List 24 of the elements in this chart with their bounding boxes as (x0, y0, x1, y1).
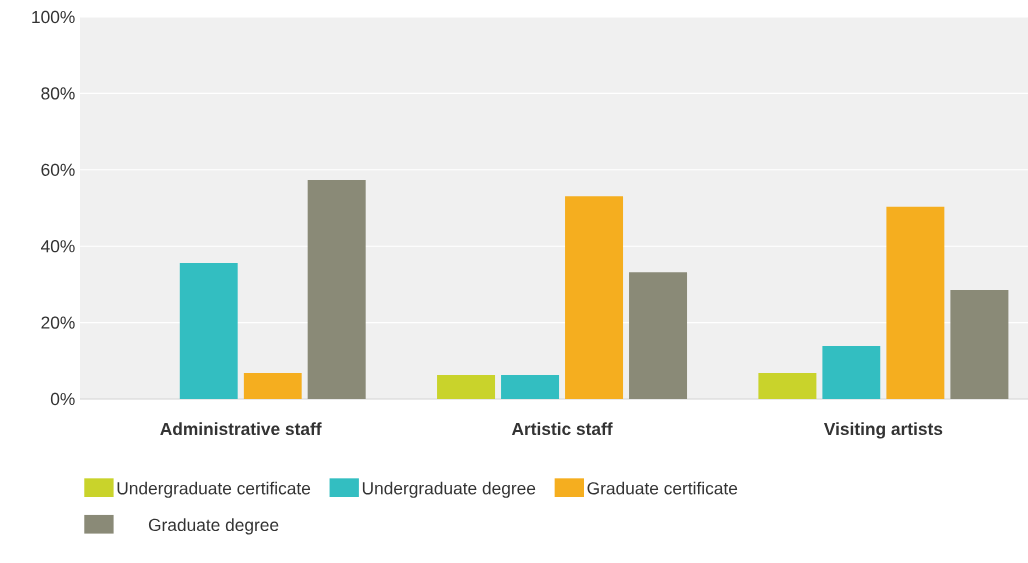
legend-label: Undergraduate degree (362, 481, 536, 499)
y-tick-label: 40% (41, 240, 75, 253)
bar (179, 263, 238, 400)
legend-label: Graduate certificate (587, 481, 738, 495)
x-tick-label: Administrative staff (160, 422, 322, 436)
bar (307, 180, 366, 400)
y-tick-label: 0% (50, 393, 75, 406)
x-tick-label: Artistic staff (511, 422, 613, 436)
y-tick-label: 20% (41, 316, 75, 329)
y-tick-label: 60% (41, 163, 75, 177)
bar (950, 290, 1009, 400)
y-tick-label: 80% (41, 87, 75, 100)
legend-label: Undergraduate certificate (117, 481, 311, 499)
bar (758, 373, 817, 400)
bar (243, 373, 302, 400)
bar (565, 196, 624, 400)
bar (822, 346, 881, 400)
bar (629, 272, 688, 400)
bar (437, 375, 496, 400)
bar (501, 375, 560, 400)
y-tick-label: 100% (32, 11, 75, 24)
x-tick-label: Visiting artists (823, 422, 943, 439)
legend-label: Graduate degree (148, 518, 279, 535)
bar (886, 207, 945, 400)
